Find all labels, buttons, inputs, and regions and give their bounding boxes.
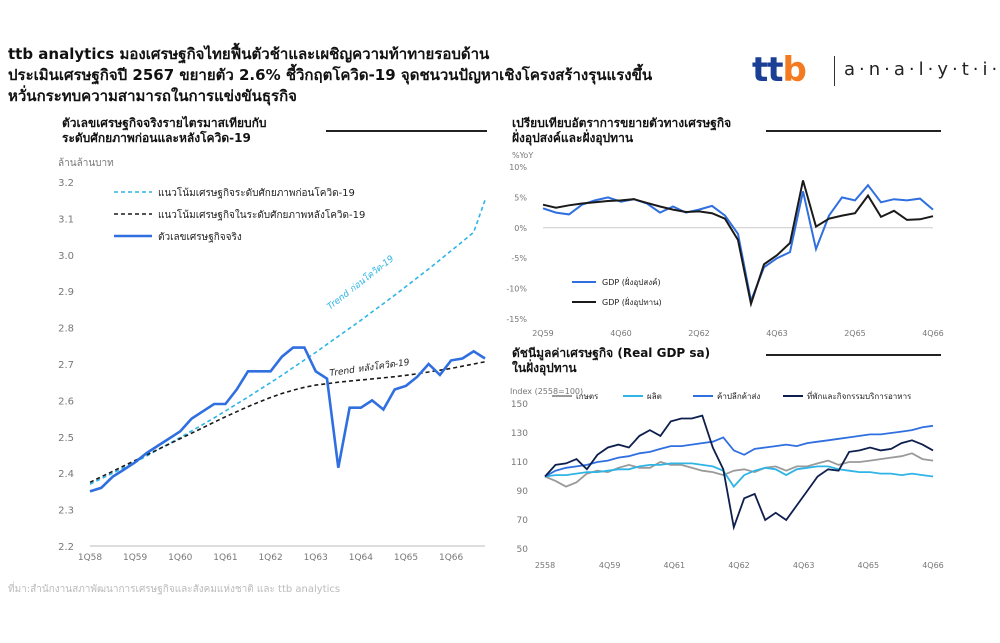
chart3-ytick: 90: [517, 487, 529, 497]
chart1-xtick: 1Q61: [213, 553, 237, 563]
chart2-ytick: 10%: [509, 163, 527, 172]
headline-line-1: ttb analytics มองเศรษฐกิจไทยฟื้นตัวช้าแล…: [8, 45, 490, 63]
chart1-xtick: 1Q58: [78, 553, 103, 563]
chart1-ytick: 2.4: [58, 469, 74, 480]
chart3-ytick: 70: [517, 516, 529, 526]
chart1-xtick: 1Q62: [258, 553, 282, 563]
chart3-legend-label: ที่พักและกิจกรรมบริการอาหาร: [807, 390, 912, 401]
chart1-ytick: 2.6: [58, 396, 74, 407]
chart2-legend-label: GDP (ฝั่งอุปสงค์): [602, 276, 661, 287]
chart1-title: ตัวเลขเศรษฐกิจจริงรายไตรมาสเทียบกับ ระดั…: [62, 116, 267, 146]
headline: ttb analytics มองเศรษฐกิจไทยฟื้นตัวช้าแล…: [8, 44, 738, 107]
chart2-series-line: [542, 180, 934, 308]
chart2-ylabel: %YoY: [512, 151, 533, 160]
chart3-ytick: 130: [511, 429, 528, 439]
chart3-title-line-2: ในฝั่งอุปทาน: [512, 361, 577, 375]
chart2-xtick: 2Q62: [688, 329, 710, 338]
chart1-series-line: [89, 346, 486, 493]
chart1-legend-label: ตัวเลขเศรษฐกิจจริง: [158, 232, 242, 243]
chart3-xtick: 4Q62: [728, 561, 750, 570]
chart1-xtick: 1Q63: [304, 553, 328, 563]
chart1-ytick: 2.5: [58, 433, 74, 444]
chart2-title: เปรียบเทียบอัตราการขยายตัวทางเศรษฐกิจ ฝั…: [512, 116, 731, 146]
chart2-legend-label: GDP (ฝั่งอุปทาน): [602, 296, 662, 307]
chart1-ytick: 2.3: [58, 506, 74, 517]
chart1-ylabel: ล้านล้านบาท: [58, 157, 114, 169]
ttb-logo-mark: ttb: [752, 50, 807, 90]
chart3-xtick: 4Q63: [793, 561, 815, 570]
chart1-title-line-2: ระดับศักยภาพก่อนและหลังโควิด-19: [62, 131, 251, 145]
chart1-xtick: 1Q66: [439, 553, 464, 563]
chart2-xtick: 2Q65: [844, 329, 866, 338]
chart3-real-gdp-index: Index (2558=100) 150 130 110 90 70 50 2558 4Q59 4…: [510, 387, 944, 570]
chart1-potential-gdp: ล้านล้านบาท 3.2 3.1 3.0 2.9 2.8 2.7 2.6 2.5 2.4 2.…: [58, 157, 486, 563]
chart3-xtick: 2558: [535, 561, 555, 570]
headline-line-3: หวั่นกระทบความสามารถในการแข่งขันธุรกิจ: [8, 87, 297, 105]
chart2-ytick: -10%: [506, 285, 527, 294]
headline-line-2: ประเมินเศรษฐกิจปี 2567 ขยายตัว 2.6% ชี้ว…: [8, 66, 653, 84]
chart1-ytick: 2.2: [58, 542, 74, 553]
chart2-series-line: [542, 183, 934, 305]
chart1-annotation-pre: Trend ก่อนโควิด-19: [324, 252, 396, 312]
chart1-xtick: 1Q65: [394, 553, 418, 563]
chart1-title-line-1: ตัวเลขเศรษฐกิจจริงรายไตรมาสเทียบกับ: [62, 116, 267, 130]
chart3-xtick: 4Q66: [922, 561, 944, 570]
chart3-legend-label: ผลิต: [647, 392, 662, 401]
chart2-growth-comparison: %YoY 10% 5% 0% -5% -10% -15% 2Q59 4Q60 2Q62 4Q63 2Q…: [506, 151, 943, 338]
chart3-ylabel: Index (2558=100): [510, 387, 583, 396]
chart1-ytick: 3.0: [58, 251, 74, 262]
chart1-xtick: 1Q59: [123, 553, 148, 563]
chart3-series-line: [544, 462, 934, 489]
logo-divider: [834, 56, 835, 86]
chart3-legend-label: เกษตร: [576, 392, 599, 401]
chart1-ytick: 3.1: [58, 214, 74, 225]
chart3-title-line-1: ดัชนีมูลค่าเศรษฐกิจ (Real GDP sa): [512, 346, 711, 360]
chart1-title-rule: [326, 130, 487, 132]
chart1-xtick: 1Q64: [349, 553, 374, 563]
chart3-xtick: 4Q65: [858, 561, 880, 570]
ttb-analytics-logo: ttb a·n·a·l·y·t·i·c·s: [752, 50, 1000, 90]
chart1-legend-label: แนวโน้มเศรษฐกิจในระดับศักยภาพหลังโควิด-1…: [158, 208, 365, 221]
chart2-xtick: 2Q59: [532, 329, 554, 338]
chart1-ytick: 2.8: [58, 324, 74, 335]
chart2-xtick: 4Q66: [922, 329, 944, 338]
chart1-ytick: 2.7: [58, 360, 74, 371]
chart3-xtick: 4Q61: [664, 561, 686, 570]
chart2-title-line-1: เปรียบเทียบอัตราการขยายตัวทางเศรษฐกิจ: [512, 116, 732, 130]
chart1-ytick: 3.2: [58, 178, 74, 189]
source-note: ที่มา:สำนักงานสภาพัฒนาการเศรษฐกิจและสังค…: [8, 584, 341, 595]
logo-wordmark: a·n·a·l·y·t·i·c·s: [844, 59, 1000, 80]
chart3-series-line: [544, 424, 934, 478]
chart3-series-line: [544, 452, 934, 488]
chart3-legend-label: ค้าปลีกค้าส่ง: [717, 392, 760, 401]
chart3-xtick: 4Q59: [599, 561, 621, 570]
chart2-title-line-2: ฝั่งอุปสงค์และฝั่งอุปทาน: [512, 131, 634, 145]
chart1-xtick: 1Q60: [168, 553, 193, 563]
chart3-ytick: 110: [511, 458, 528, 468]
chart3-ytick: 150: [511, 400, 528, 410]
chart3-ytick: 50: [517, 545, 529, 555]
chart1-series-line: [89, 361, 486, 484]
chart1-series-line: [89, 199, 486, 485]
chart1-ytick: 2.9: [58, 287, 74, 298]
chart2-ytick: 5%: [514, 193, 527, 202]
chart2-ytick: -15%: [506, 315, 527, 324]
chart2-ytick: 0%: [514, 224, 527, 233]
chart2-xtick: 4Q60: [610, 329, 632, 338]
chart1-legend-label: แนวโน้มเศรษฐกิจระดับศักยภาพก่อนโควิด-19: [158, 186, 355, 199]
chart2-title-rule: [766, 130, 941, 132]
chart3-title-rule: [766, 354, 941, 356]
chart2-ytick: -5%: [511, 254, 527, 263]
chart3-title: ดัชนีมูลค่าเศรษฐกิจ (Real GDP sa) ในฝั่ง…: [512, 346, 710, 376]
chart3-series-line: [544, 414, 934, 531]
chart2-xtick: 4Q63: [766, 329, 788, 338]
